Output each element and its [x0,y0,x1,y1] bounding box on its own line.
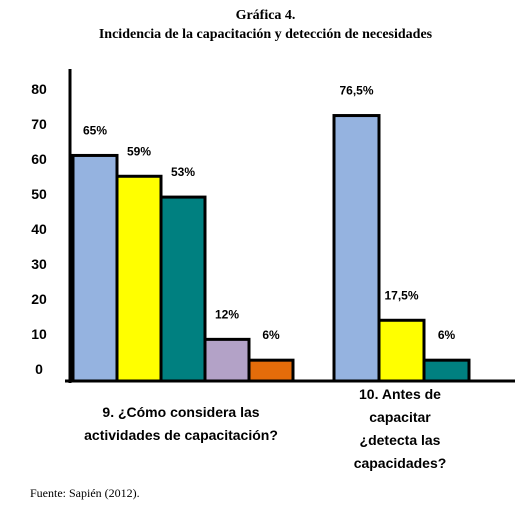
y-tick-label: 60 [31,151,47,167]
bar-value-label: 12% [215,307,239,321]
y-tick-label: 80 [31,81,47,97]
y-tick-label: 70 [31,116,47,132]
y-tick-label: 10 [31,326,47,342]
bar [161,197,205,381]
source-note: Fuente: Sapién (2012). [30,486,140,501]
bar-value-label: 17,5% [384,288,418,302]
x-category-label: capacitar [369,409,431,425]
bar-value-label: 59% [127,144,151,158]
bar [205,339,249,381]
x-category-label: 10. Antes de [359,386,441,402]
x-category-label: capacidades? [354,455,447,471]
bar-value-label: 6% [262,328,280,342]
y-tick-label: 30 [31,256,47,272]
bar [379,320,424,381]
bar-value-label: 65% [83,123,107,137]
x-category-label: 9. ¿Cómo considera las [102,404,259,420]
y-tick-label: 20 [31,291,47,307]
y-tick-label: 0 [35,361,43,377]
x-axis-labels: 9. ¿Cómo considera las actividades de cap… [84,386,446,471]
bar [117,176,161,381]
bar-value-label: 53% [171,165,195,179]
bar-value-label: 76,5% [339,84,373,98]
y-tick-label: 50 [31,186,47,202]
x-category-label: ¿detecta las [360,432,441,448]
y-tick-label: 40 [31,221,47,237]
y-axis: 80 70 60 50 40 30 20 10 0 [31,81,47,377]
bar-value-label: 6% [438,328,456,342]
bar [73,155,117,381]
bar [249,360,293,381]
bar [334,116,379,381]
x-category-label: actividades de capacitación? [84,427,278,443]
bar [424,360,469,381]
